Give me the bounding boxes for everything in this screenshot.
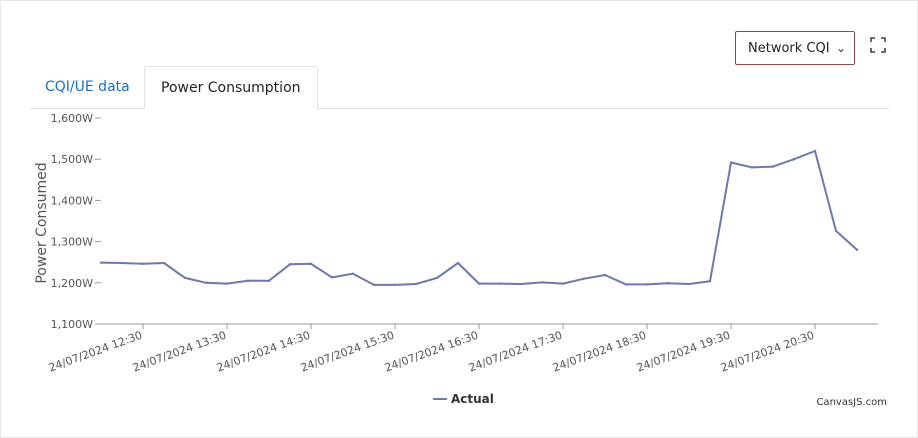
data-point xyxy=(183,276,187,280)
data-point xyxy=(414,282,418,286)
data-point xyxy=(603,273,607,277)
data-point xyxy=(855,248,859,252)
data-point xyxy=(99,261,103,264)
data-point xyxy=(204,281,208,284)
y-axis: 1,100W 1,200W 1,300W 1,400W 1,500W 1,600W xyxy=(51,112,101,331)
data-point xyxy=(267,279,271,282)
data-point xyxy=(246,279,250,282)
data-point xyxy=(666,282,670,285)
tab-bar: CQI/UE data Power Consumption xyxy=(29,66,889,109)
chevron-down-icon: ⌄ xyxy=(835,41,846,55)
data-point xyxy=(645,283,649,286)
x-tick-label: 24/07/2024 20:30 xyxy=(719,329,816,375)
data-point xyxy=(288,263,292,266)
y-axis-title: Power Consumed xyxy=(34,162,50,283)
data-point xyxy=(477,282,481,285)
data-point xyxy=(393,283,397,287)
y-tick-label: 1,600W xyxy=(51,112,93,125)
x-tick-label: 24/07/2024 14:30 xyxy=(215,329,312,375)
data-point xyxy=(624,283,628,286)
series-line-actual xyxy=(100,150,858,286)
x-tick-label: 24/07/2024 18:30 xyxy=(551,329,648,375)
x-tick-label: 24/07/2024 15:30 xyxy=(299,329,396,375)
data-point xyxy=(141,262,145,266)
expand-icon[interactable] xyxy=(870,37,886,53)
data-point xyxy=(435,276,439,280)
x-tick-label: 24/07/2024 17:30 xyxy=(467,329,564,375)
data-point xyxy=(687,282,691,286)
network-cqi-select[interactable]: Network CQI ⌄ xyxy=(735,31,855,65)
y-tick-label: 1,300W xyxy=(51,236,93,249)
data-point xyxy=(519,282,523,286)
y-tick-label: 1,200W xyxy=(51,277,93,290)
data-point xyxy=(561,282,565,285)
tab-power-consumption[interactable]: Power Consumption xyxy=(144,66,318,109)
data-point xyxy=(792,158,796,161)
series-layer xyxy=(99,149,859,287)
data-point xyxy=(729,161,733,164)
data-point xyxy=(120,261,124,265)
x-tick-label: 24/07/2024 16:30 xyxy=(383,329,480,375)
data-point xyxy=(498,282,502,285)
data-point xyxy=(456,261,460,265)
data-point xyxy=(225,282,229,285)
data-point xyxy=(540,281,544,284)
legend[interactable]: Actual xyxy=(433,392,494,406)
data-point xyxy=(708,279,712,283)
x-tick-label: 24/07/2024 12:30 xyxy=(47,329,144,375)
data-point xyxy=(813,149,817,153)
data-point xyxy=(582,277,586,280)
data-point xyxy=(162,261,166,265)
y-tick-label: 1,400W xyxy=(51,194,93,207)
data-point xyxy=(351,272,355,275)
data-point xyxy=(330,276,334,279)
data-point xyxy=(309,262,313,266)
watermark: CanvasJS.com xyxy=(816,397,887,408)
data-point xyxy=(834,229,838,233)
y-tick-label: 1,500W xyxy=(51,153,93,166)
y-tick-label: 1,100W xyxy=(51,318,93,331)
select-value: Network CQI xyxy=(748,40,830,56)
legend-label: Actual xyxy=(451,392,494,406)
data-point xyxy=(771,165,775,168)
data-point xyxy=(750,166,754,169)
tab-cqi-ue-data[interactable]: CQI/UE data xyxy=(45,79,130,95)
data-point xyxy=(372,283,376,287)
x-tick-label: 24/07/2024 19:30 xyxy=(635,329,732,375)
x-tick-label: 24/07/2024 13:30 xyxy=(131,329,228,375)
